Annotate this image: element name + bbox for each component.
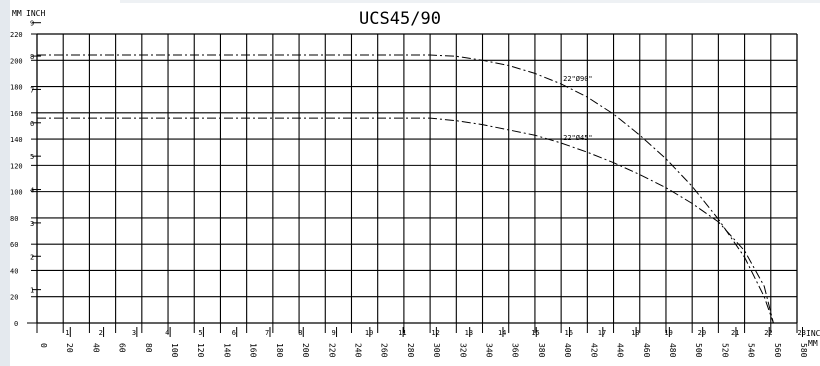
y-tick-label-inch: 4	[30, 187, 34, 195]
y-tick-label-inch: 7	[30, 86, 34, 94]
series-layer: 22"Ø90" 22"Ø45"	[37, 54, 774, 324]
x-tick-label-inch: 1	[65, 329, 69, 337]
x-tick-label-inch: 5	[198, 329, 202, 337]
y-tick-label-inch: 2	[30, 253, 34, 261]
grid	[36, 33, 798, 324]
x-tick-label-mm: 500	[694, 343, 703, 358]
y-tick-label-mm: 180	[10, 84, 23, 92]
window-edge	[0, 0, 10, 366]
x-tick-label-mm: 120	[196, 343, 205, 358]
x-tick-label-inch: 10	[365, 329, 373, 337]
x-tick-label-inch: 4	[165, 329, 169, 337]
y-tick-label-mm: 120	[10, 162, 23, 170]
y-tick-label-mm: 40	[10, 267, 18, 275]
x-tick-label-mm: 220	[327, 343, 336, 358]
y-tick-label-inch: 9	[30, 20, 34, 28]
y-unit-inch: INCH	[26, 9, 45, 18]
x-tick-label-mm: 340	[485, 343, 494, 358]
x-tick-label-inch: 6	[232, 329, 236, 337]
x-tick-label-mm: 360	[511, 343, 520, 358]
x-tick-label-inch: 19	[664, 329, 672, 337]
x-tick-label-mm: 180	[275, 343, 284, 358]
x-tick-label-mm: 420	[589, 343, 598, 358]
y-tick-label-inch: 1	[30, 287, 34, 295]
x-tick-label-mm: 480	[668, 343, 677, 358]
x-tick-label-mm: 200	[301, 343, 310, 358]
x-tick-label-mm: 0	[39, 343, 48, 348]
y-tick-label-mm: 140	[10, 136, 23, 144]
x-tick-label-mm: 540	[747, 343, 756, 358]
x-tick-label-mm: 560	[773, 343, 782, 358]
x-tick-label-mm: 40	[91, 343, 100, 353]
x-tick-label-inch: 17	[598, 329, 606, 337]
x-unit-mm: MM	[808, 339, 818, 348]
x-tick-label-inch: 3	[132, 329, 136, 337]
x-tick-label-inch: 8	[298, 329, 302, 337]
x-tick-label-mm: 100	[170, 343, 179, 358]
y-tick-label-mm: 20	[10, 294, 18, 302]
chart-title: UCS45/90	[359, 9, 441, 29]
y-tick-label-inch: 5	[30, 153, 34, 161]
x-tick-label-mm: 400	[563, 343, 572, 358]
y-tick-label-inch: 3	[30, 220, 34, 228]
y-tick-label-mm: 100	[10, 189, 23, 197]
x-tick-label-inch: 2	[99, 329, 103, 337]
y-unit-mm: MM	[12, 9, 22, 18]
y-tick-label-mm: 200	[10, 57, 23, 65]
y-tick-label-inch: 6	[30, 120, 34, 128]
x-tick-label-inch: 13	[465, 329, 473, 337]
x-tick-label-mm: 280	[406, 343, 415, 358]
x-tick-label-inch: 22	[764, 329, 772, 337]
x-tick-label-inch: 15	[531, 329, 539, 337]
x-tick-label-inch: 18	[631, 329, 639, 337]
x-tick-label-inch: 9	[332, 329, 336, 337]
x-tick-label-mm: 320	[458, 343, 467, 358]
x-tick-label-inch: 14	[498, 329, 506, 337]
ticks: 0 20 40 60 80 100 120 140 160 180 200 220 240 260 280 3…	[10, 20, 808, 358]
x-tick-label-inch: 23	[798, 329, 806, 337]
x-tick-label-inch: 16	[565, 329, 573, 337]
x-tick-label-mm: 60	[118, 343, 127, 353]
window-edge-top	[120, 0, 820, 3]
x-tick-label-mm: 380	[537, 343, 546, 358]
x-tick-label-inch: 20	[698, 329, 706, 337]
x-tick-label-mm: 580	[799, 343, 808, 358]
x-tick-label-inch: 12	[431, 329, 439, 337]
x-tick-label-mm: 80	[144, 343, 153, 353]
series-label-45: 22"Ø45"	[563, 134, 593, 142]
series-label-90: 22"Ø90"	[563, 75, 593, 83]
x-tick-label-mm: 460	[642, 343, 651, 358]
series-curve-45	[37, 117, 774, 324]
x-tick-label-mm: 300	[432, 343, 441, 358]
y-tick-label-inch: 8	[30, 53, 34, 61]
y-tick-label-mm: 220	[10, 31, 23, 39]
y-tick-label-mm: 60	[10, 241, 18, 249]
x-tick-label-inch: 21	[731, 329, 739, 337]
x-tick-label-mm: 440	[616, 343, 625, 358]
y-tick-label-zero: 0	[14, 320, 18, 328]
x-unit-inch: INCH	[806, 329, 820, 338]
x-tick-label-mm: 140	[222, 343, 231, 358]
x-tick-label-mm: 20	[65, 343, 74, 353]
series-curve-90	[37, 54, 774, 324]
y-tick-label-mm: 160	[10, 110, 23, 118]
x-tick-label-inch: 11	[398, 329, 406, 337]
x-tick-label-mm: 520	[720, 343, 729, 358]
x-tick-label-inch: 7	[265, 329, 269, 337]
x-tick-label-mm: 160	[249, 343, 258, 358]
x-tick-label-mm: 240	[353, 343, 362, 358]
y-tick-label-mm: 80	[10, 215, 18, 223]
x-tick-label-mm: 260	[380, 343, 389, 358]
